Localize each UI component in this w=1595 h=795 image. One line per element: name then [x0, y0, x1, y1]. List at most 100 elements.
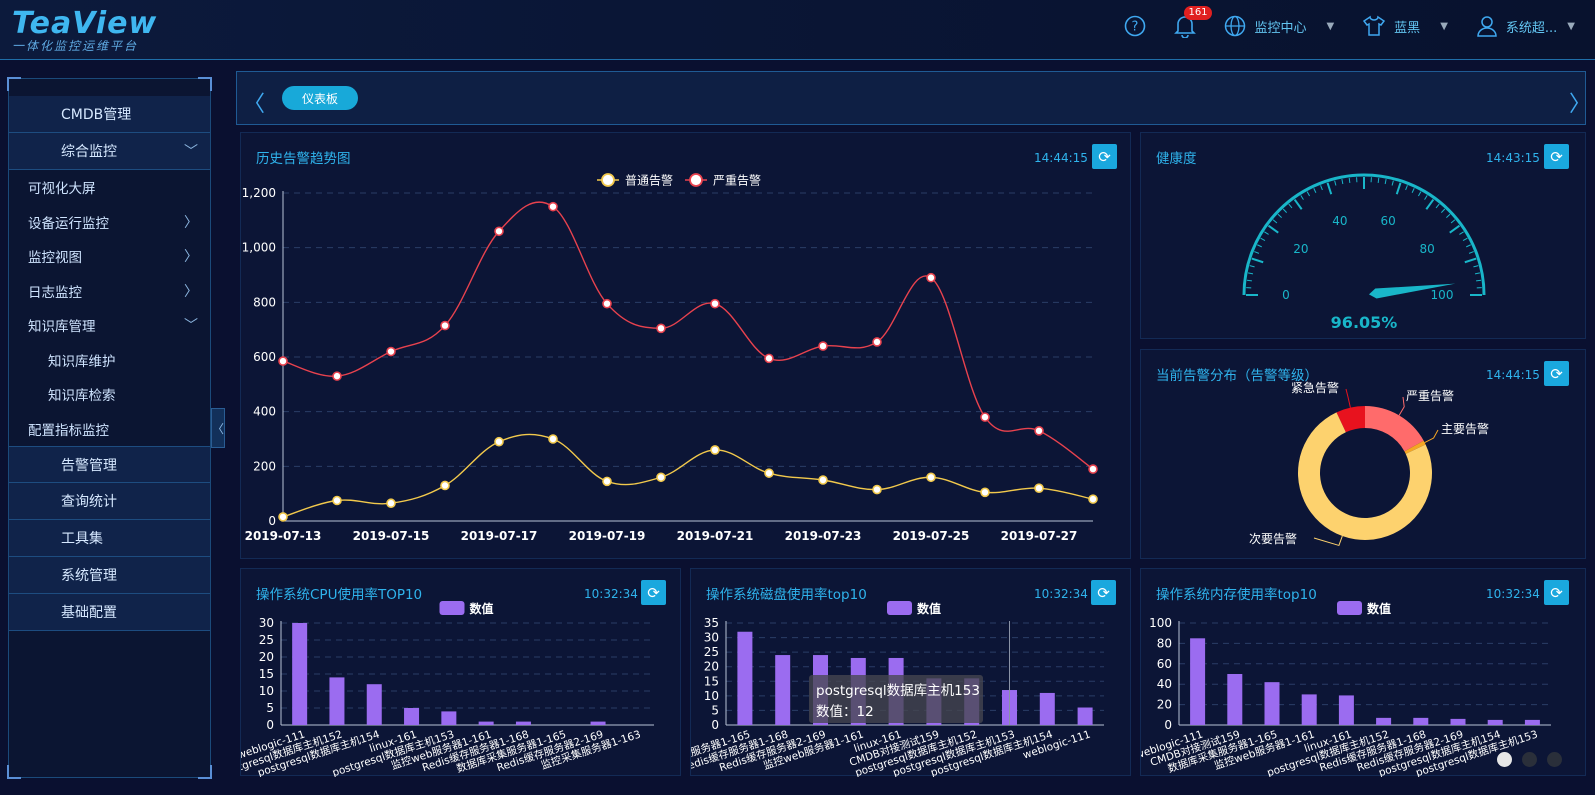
x-tick-label: 2019-07-25	[893, 529, 970, 543]
sidebar-item-label: 知识库维护	[48, 353, 116, 370]
gauge-tick	[1405, 185, 1408, 191]
notification-button[interactable]: 161	[1174, 6, 1212, 38]
gauge-tick-label: 0	[1282, 288, 1290, 302]
sidebar-item-system[interactable]: 系统管理	[9, 557, 210, 594]
gauge-tick	[1251, 257, 1264, 264]
carousel-dot[interactable]	[1497, 752, 1512, 767]
y-tick-label: 10	[259, 684, 274, 698]
panel-title: 当前告警分布（告警等级）	[1156, 368, 1318, 384]
refresh-button[interactable]: ⟳	[641, 580, 666, 605]
panel-time: 10:32:34	[584, 587, 638, 601]
tab-scroll-right-icon[interactable]: 〉	[1568, 92, 1591, 117]
sidebar-item-cmdb[interactable]: CMDB管理	[9, 96, 210, 133]
corner-decoration	[198, 77, 212, 91]
refresh-icon: ⟳	[1097, 583, 1110, 602]
refresh-button[interactable]: ⟳	[1544, 144, 1569, 169]
data-point	[818, 341, 828, 351]
monitor-center-dropdown[interactable]: 监控中心 ▼	[1224, 15, 1334, 37]
sidebar-item-tools[interactable]: 工具集	[9, 520, 210, 557]
refresh-icon: ⟳	[647, 583, 660, 602]
gauge-tick-label: 40	[1332, 214, 1347, 228]
bar	[478, 721, 494, 725]
bar	[1039, 692, 1055, 725]
gauge-tick	[1288, 203, 1293, 209]
sidebar-item-label: CMDB管理	[61, 107, 132, 123]
bar	[292, 623, 308, 725]
brand-name: TeaView	[12, 6, 158, 41]
sidebar-item-log-monitor[interactable]: 日志监控 〉	[9, 274, 210, 309]
refresh-button[interactable]: ⟳	[1544, 361, 1569, 386]
trend-panel: 历史告警趋势图 14:44:15 ⟳ 0 200 400 600 800 1,000 1,2…	[240, 132, 1131, 559]
sidebar-item-visual-screen[interactable]: 可视化大屏	[9, 170, 210, 205]
refresh-button[interactable]: ⟳	[1092, 144, 1117, 169]
gauge-tick	[1260, 237, 1266, 241]
y-tick-label: 1,000	[242, 241, 276, 255]
carousel-dot[interactable]	[1547, 752, 1562, 767]
donut-label-line	[1424, 429, 1439, 444]
y-tick-label: 20	[704, 660, 719, 674]
data-point	[656, 472, 666, 483]
theme-dropdown[interactable]: 蓝黑 ▼	[1362, 15, 1448, 37]
data-point	[440, 320, 450, 331]
bar	[404, 708, 420, 725]
sidebar-item-label: 告警管理	[61, 457, 117, 474]
sidebar-item-config-metric[interactable]: 配置指标监控	[9, 412, 210, 447]
brand-slogan: 一体化监控运维平台	[12, 39, 139, 53]
sidebar-item-knowledge-maintain[interactable]: 知识库维护	[9, 343, 210, 378]
gauge-tick	[1449, 224, 1461, 234]
sidebar: CMDB管理 综合监控 ﹀ 可视化大屏 设备运行监控〉 监控视图〉 日志监控〉 知…	[7, 77, 212, 779]
donut-label-line	[1398, 396, 1405, 416]
carousel-dot[interactable]	[1522, 752, 1537, 767]
refresh-button[interactable]: ⟳	[1091, 580, 1116, 605]
legend-label: 普通告警	[625, 173, 673, 188]
x-tick-label: 2019-07-27	[1001, 529, 1078, 543]
logo[interactable]: TeaView 一体化监控运维平台	[12, 6, 157, 54]
sidebar-item-alarm[interactable]: 告警管理	[9, 446, 210, 483]
gauge-tick	[1435, 203, 1440, 209]
tab-scroll-left-icon[interactable]: 〈	[243, 92, 266, 117]
donut-label-line	[1345, 388, 1351, 408]
donut-slice	[1298, 412, 1432, 540]
donut-slice	[1336, 406, 1365, 433]
sidebar-item-label: 系统管理	[61, 568, 117, 584]
gauge-tick	[1348, 177, 1351, 183]
bar	[1376, 717, 1392, 725]
user-name: 系统超...	[1505, 20, 1558, 36]
top-header: TeaView 一体化监控运维平台 ? 161 监控中心 ▼ 蓝黑 ▼ 系统超.…	[0, 0, 1595, 60]
bar	[1413, 717, 1429, 725]
sidebar-item-query[interactable]: 查询统计	[9, 483, 210, 520]
gauge-tick	[1411, 188, 1415, 193]
sidebar-item-device-monitor[interactable]: 设备运行监控 〉	[9, 205, 210, 240]
data-point	[872, 337, 882, 347]
corner-decoration	[7, 77, 21, 91]
sidebar-item-base-config[interactable]: 基础配置	[9, 594, 210, 631]
gauge-tick	[1313, 188, 1317, 193]
gauge-tick	[1391, 180, 1394, 186]
notification-badge: 161	[1184, 6, 1212, 20]
sidebar-item-monitor-view[interactable]: 监控视图 〉	[9, 239, 210, 274]
help-button[interactable]: ?	[1124, 15, 1146, 37]
tab-dashboard[interactable]: 仪表板	[282, 86, 358, 110]
monitor-center-label: 监控中心	[1254, 20, 1307, 36]
globe-icon	[1225, 15, 1246, 37]
cpu-bar-chart: 051015202530weblogic-111postgresql数据库主机1…	[241, 601, 654, 777]
gauge-tick	[1425, 198, 1435, 210]
refresh-button[interactable]: ⟳	[1544, 580, 1569, 605]
gauge-tick	[1326, 182, 1333, 195]
data-point	[656, 323, 666, 334]
panel-title: 历史告警趋势图	[256, 151, 351, 167]
sidebar-item-knowledge-search[interactable]: 知识库检索	[9, 377, 210, 412]
data-point	[764, 468, 774, 478]
memory-bar-chart: 020406080100weblogic-111CMDB对接测试159数据库采集…	[1141, 601, 1551, 777]
sidebar-item-knowledge[interactable]: 知识库管理 ﹀	[9, 308, 210, 343]
corner-decoration	[198, 765, 212, 779]
y-tick-label: 100	[1149, 616, 1172, 630]
user-dropdown[interactable]: 系统超... ▼	[1476, 15, 1575, 37]
gauge-tick	[1264, 231, 1269, 235]
sidebar-item-monitor[interactable]: 综合监控 ﹀	[9, 133, 210, 170]
sidebar-collapse-button[interactable]: 〈	[211, 408, 225, 448]
user-icon	[1477, 16, 1497, 37]
data-point	[440, 480, 450, 491]
refresh-icon: ⟳	[1550, 583, 1563, 602]
